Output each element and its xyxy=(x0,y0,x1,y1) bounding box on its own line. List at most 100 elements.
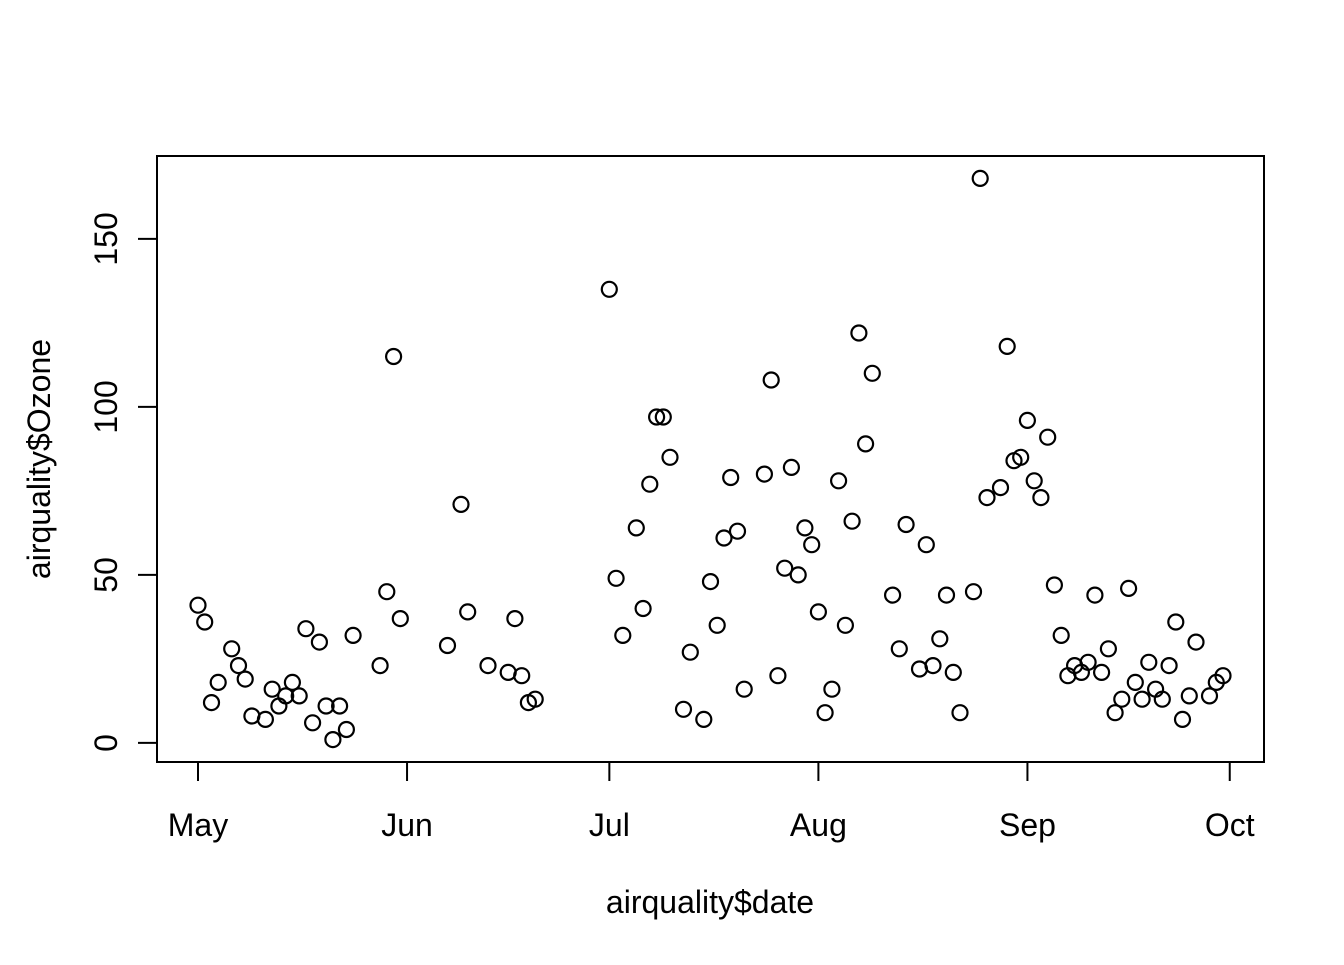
data-point xyxy=(196,613,214,631)
x-tick-label: Sep xyxy=(999,807,1056,843)
data-point xyxy=(1052,626,1070,645)
data-point xyxy=(290,687,308,705)
data-point xyxy=(863,364,881,382)
data-point xyxy=(1126,673,1144,692)
data-point xyxy=(304,714,322,732)
data-point xyxy=(229,656,248,675)
data-point xyxy=(1092,663,1111,682)
data-point xyxy=(674,700,693,718)
x-tick-label: May xyxy=(168,807,228,843)
data-point xyxy=(452,495,470,513)
data-point xyxy=(897,515,915,534)
x-tick-label: Oct xyxy=(1205,807,1255,843)
y-axis-title: airquality$Ozone xyxy=(21,339,57,579)
data-point xyxy=(1025,472,1043,490)
data-point xyxy=(337,720,355,739)
data-point xyxy=(850,324,868,342)
data-point xyxy=(627,519,645,537)
data-point xyxy=(256,710,274,729)
data-point xyxy=(223,640,241,658)
data-point xyxy=(202,693,221,712)
x-tick-label: Jul xyxy=(589,807,630,843)
data-point xyxy=(681,643,699,661)
data-point xyxy=(856,435,875,453)
data-point xyxy=(1160,656,1178,675)
data-point xyxy=(1032,489,1050,507)
data-point xyxy=(297,620,315,638)
data-point xyxy=(890,640,908,658)
y-axis-tick-labels: 0 50 100 150 xyxy=(88,212,124,752)
data-point xyxy=(944,663,962,682)
data-point xyxy=(236,670,254,688)
data-point xyxy=(331,697,349,715)
data-point xyxy=(1039,428,1057,446)
x-axis-ticks xyxy=(197,762,1231,781)
data-point xyxy=(998,337,1016,355)
data-point xyxy=(728,522,747,540)
data-point xyxy=(1140,653,1158,671)
data-point xyxy=(1079,653,1097,671)
data-point xyxy=(506,609,524,628)
data-point xyxy=(789,566,807,584)
data-point xyxy=(1045,576,1064,594)
x-axis-tick-labels: May Jun Jul Aug Sep Oct xyxy=(168,807,1255,843)
data-point xyxy=(324,730,342,749)
plot-border xyxy=(156,155,1265,763)
data-point xyxy=(189,596,207,614)
data-point xyxy=(782,458,801,476)
data-point xyxy=(1113,690,1131,708)
data-point xyxy=(971,169,989,187)
data-point xyxy=(722,468,740,487)
data-point xyxy=(762,371,780,389)
data-point xyxy=(1167,613,1185,631)
y-axis-ticks xyxy=(138,237,157,744)
data-point xyxy=(1106,704,1124,722)
data-point xyxy=(937,586,956,604)
data-point xyxy=(614,626,632,645)
data-point xyxy=(661,448,679,466)
data-point xyxy=(796,519,814,537)
data-point xyxy=(526,690,544,708)
data-point xyxy=(829,472,848,490)
data-point xyxy=(803,536,821,554)
data-point xyxy=(823,680,841,698)
data-point xyxy=(931,630,949,648)
data-point xyxy=(735,680,753,698)
data-point xyxy=(715,529,733,547)
data-point xyxy=(843,512,861,530)
data-point xyxy=(634,599,652,618)
data-point xyxy=(1214,667,1232,685)
data-point xyxy=(836,616,855,634)
data-point xyxy=(209,673,227,692)
data-point xyxy=(1153,690,1171,708)
data-point xyxy=(1018,411,1037,429)
data-point xyxy=(277,687,295,705)
data-point xyxy=(964,583,983,601)
data-point xyxy=(701,572,720,591)
data-point xyxy=(391,609,409,628)
y-tick-label: 50 xyxy=(88,557,124,593)
data-point xyxy=(978,489,996,507)
data-point xyxy=(816,704,834,722)
data-point xyxy=(263,680,281,698)
x-tick-label: Aug xyxy=(790,807,847,843)
data-point xyxy=(991,479,1010,497)
data-point xyxy=(1200,687,1219,705)
x-tick-label: Jun xyxy=(381,807,433,843)
data-point xyxy=(809,603,828,621)
data-point xyxy=(1086,586,1104,604)
data-point xyxy=(769,667,787,685)
data-point xyxy=(344,626,362,645)
data-point xyxy=(283,673,301,692)
data-point xyxy=(438,636,457,655)
data-point xyxy=(951,704,969,722)
y-tick-label: 0 xyxy=(88,734,124,752)
data-point xyxy=(371,656,389,675)
data-point xyxy=(607,569,625,587)
data-point xyxy=(600,280,618,298)
data-point xyxy=(708,616,726,634)
data-point xyxy=(1187,633,1205,651)
data-point xyxy=(378,583,396,601)
data-point xyxy=(883,586,902,604)
